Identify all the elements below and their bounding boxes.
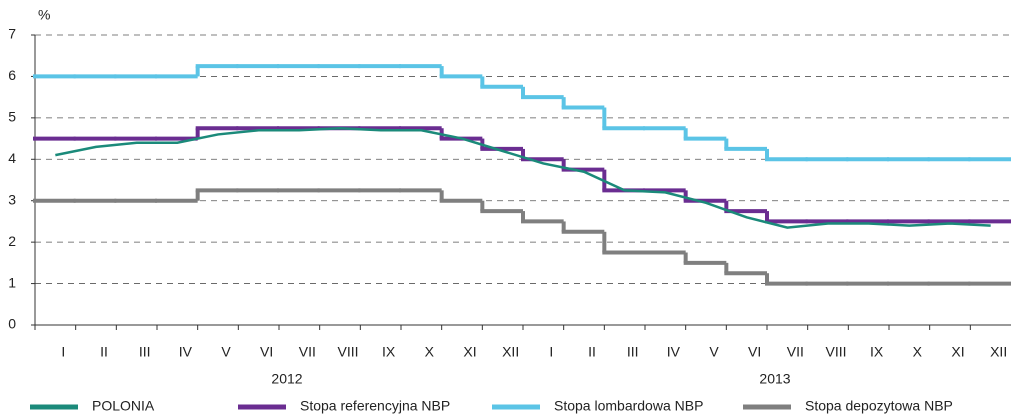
x-tick-label: II — [588, 344, 596, 360]
x-tick-label: XII — [990, 344, 1007, 360]
x-group-label: 2012 — [271, 371, 302, 387]
x-tick-label: IV — [667, 344, 681, 360]
x-tick-label: IX — [382, 344, 396, 360]
x-tick-label: XI — [463, 344, 476, 360]
x-tick-label: III — [139, 344, 151, 360]
x-tick-label: XI — [951, 344, 964, 360]
y-tick-label: 7 — [8, 26, 16, 42]
x-tick-label: VII — [787, 344, 804, 360]
legend-label: POLONIA — [92, 398, 155, 414]
x-tick-label: IX — [870, 344, 884, 360]
x-tick-label: V — [221, 344, 231, 360]
x-tick-label: VII — [299, 344, 316, 360]
legend-label: Stopa depozytowa NBP — [805, 398, 953, 414]
x-tick-label: I — [549, 344, 553, 360]
series-line — [55, 126, 991, 229]
x-tick-label: VI — [748, 344, 761, 360]
x-tick-label: VIII — [337, 344, 358, 360]
y-tick-label: 5 — [8, 109, 16, 125]
y-tick-label: 4 — [8, 150, 16, 166]
x-tick-label: II — [100, 344, 108, 360]
x-tick-label: V — [709, 344, 719, 360]
x-tick-label: I — [61, 344, 65, 360]
x-group-label: 2013 — [759, 371, 790, 387]
x-tick-label: III — [627, 344, 639, 360]
y-tick-label: 0 — [8, 316, 16, 332]
x-tick-label: IV — [179, 344, 193, 360]
x-tick-label: VI — [260, 344, 273, 360]
y-tick-label: 2 — [8, 233, 16, 249]
x-tick-label: X — [913, 344, 923, 360]
legend-label: Stopa lombardowa NBP — [554, 398, 703, 414]
legend-label: Stopa referencyjna NBP — [300, 398, 450, 414]
y-tick-label: 3 — [8, 191, 16, 207]
y-axis-label: % — [38, 7, 50, 23]
x-tick-label: XII — [502, 344, 519, 360]
y-tick-label: 1 — [8, 274, 16, 290]
x-tick-label: X — [425, 344, 435, 360]
y-tick-label: 6 — [8, 67, 16, 83]
x-tick-label: VIII — [825, 344, 846, 360]
